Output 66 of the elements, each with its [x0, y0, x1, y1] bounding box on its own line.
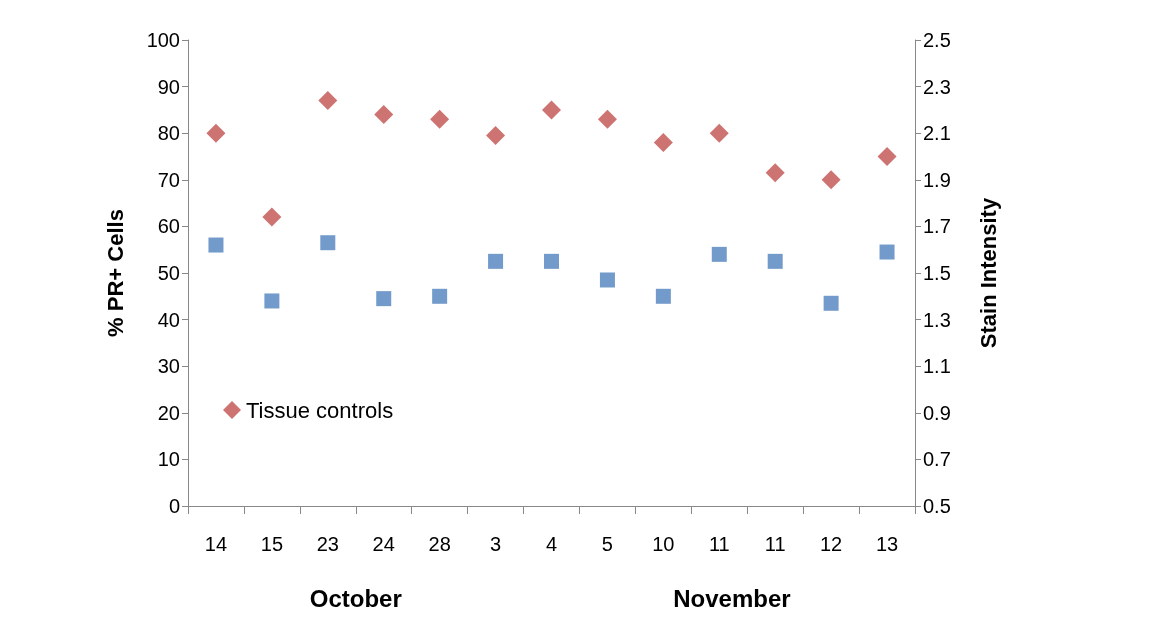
- y2-tick-label: 2.5: [923, 29, 951, 51]
- y-tick-label: 50: [157, 262, 180, 284]
- y2-tick-label: 1.5: [923, 262, 951, 284]
- point: [430, 109, 450, 129]
- text: October: [309, 584, 402, 612]
- y2-tick-label: 1.1: [923, 355, 951, 378]
- x-tick-label: 14: [204, 533, 228, 555]
- y-tick-label: 0: [168, 495, 180, 517]
- x-tick-label: 15: [260, 533, 284, 555]
- point: [208, 237, 224, 253]
- point: [206, 123, 226, 143]
- point: [318, 91, 338, 111]
- point: [823, 295, 839, 311]
- x-tick-label: 3: [490, 533, 502, 555]
- y2-axis-title: Stain Intensity: [975, 197, 1001, 349]
- point: [488, 253, 504, 269]
- x-tick-label: 11: [708, 533, 730, 555]
- point: [486, 126, 506, 146]
- y-tick-label: 60: [157, 215, 180, 238]
- point: [597, 109, 617, 129]
- x-tick-label: 28: [428, 533, 451, 555]
- point: [655, 288, 671, 304]
- point: [879, 244, 895, 260]
- point: [765, 163, 785, 183]
- y-tick-label: 70: [157, 168, 180, 191]
- y2-tick-label: 1.7: [923, 215, 951, 238]
- x-tick-label: 4: [545, 533, 558, 555]
- point: [599, 272, 615, 288]
- y-tick-label: 20: [157, 401, 180, 424]
- y2-tick-label: 2.1: [923, 122, 951, 145]
- y2-tick-label: 0.5: [923, 495, 951, 517]
- x-tick-label: 23: [316, 533, 339, 555]
- point: [711, 246, 727, 262]
- y-tick-label: 80: [157, 122, 180, 145]
- y-tick-label: 10: [157, 448, 180, 471]
- point: [376, 291, 392, 307]
- point: [542, 100, 561, 120]
- point: [264, 293, 280, 309]
- y2-tick-label: 1.3: [923, 308, 951, 331]
- y2-tick-label: 0.7: [923, 448, 951, 471]
- point: [821, 170, 841, 190]
- y-tick-label: 100: [146, 29, 180, 51]
- point: [262, 207, 282, 227]
- x-tick-label: 13: [875, 533, 899, 555]
- y-tick-label: 30: [157, 355, 180, 378]
- point: [877, 147, 897, 166]
- point: [767, 253, 783, 269]
- point: [320, 235, 336, 251]
- y-tick-label: 90: [157, 75, 180, 98]
- point: [544, 253, 559, 269]
- legend-label: Tissue controls: [246, 397, 394, 423]
- point: [709, 123, 729, 143]
- y-tick-label: 40: [157, 308, 180, 331]
- x-tick-label: 24: [372, 533, 395, 555]
- x-tick-label: 10: [652, 533, 675, 555]
- x-tick-label: 12: [819, 533, 843, 555]
- x-tick-label: 5: [601, 533, 613, 555]
- text: November: [673, 584, 791, 612]
- y2-tick-label: 1.9: [923, 168, 951, 191]
- x-tick-label: 11: [764, 533, 786, 555]
- y-axis-title: % PR+ Cells: [102, 209, 128, 337]
- point: [432, 288, 448, 304]
- point: [653, 133, 673, 153]
- y2-tick-label: 0.9: [923, 401, 951, 424]
- point: [374, 105, 394, 125]
- y2-tick-label: 2.3: [923, 75, 951, 98]
